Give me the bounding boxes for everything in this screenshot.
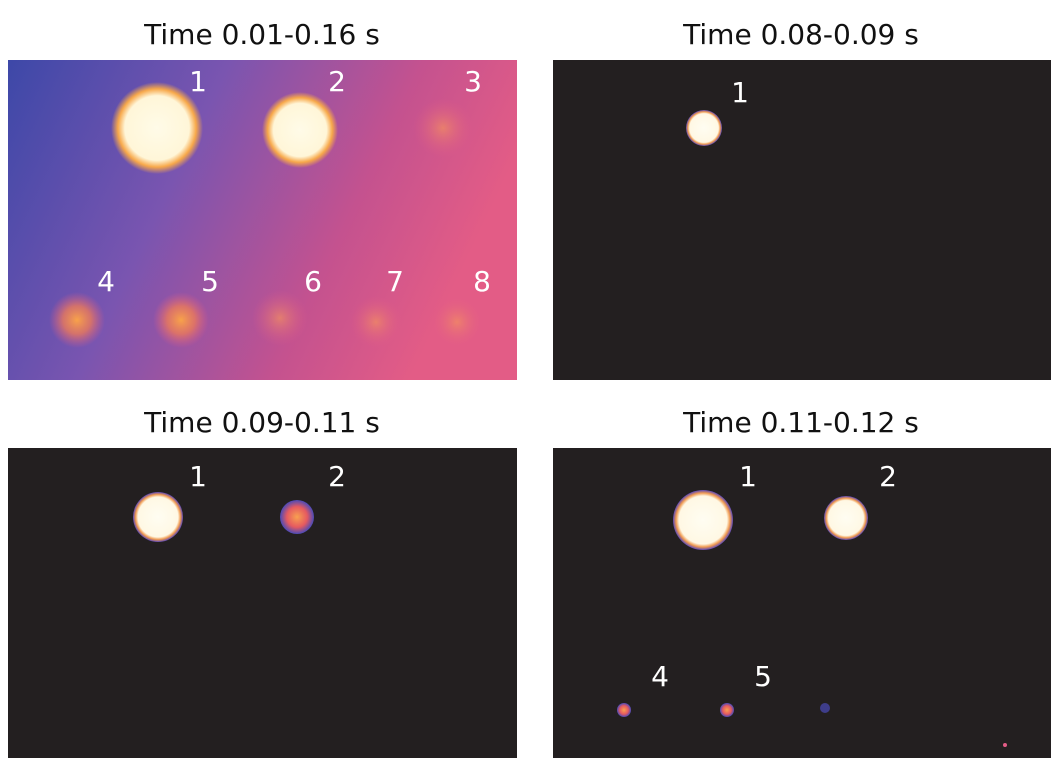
spot-label: 1	[189, 65, 207, 98]
panel: 1 2 3 4 5 6 7 8	[8, 60, 517, 380]
panel: 1 2 4 5	[553, 448, 1051, 758]
spot-label: 2	[328, 460, 346, 493]
spot-label: 7	[386, 265, 404, 298]
figure: Time 0.01-0.16 s Time 0.08-0.09 s Time 0…	[0, 0, 1051, 758]
spot-label: 1	[189, 460, 207, 493]
spot	[49, 292, 105, 348]
panel-title: Time 0.01-0.16 s	[143, 18, 380, 51]
spot-label: 2	[328, 65, 346, 98]
panel-title: Time 0.09-0.11 s	[143, 406, 380, 439]
spot	[153, 292, 209, 348]
spot-label: 4	[651, 660, 669, 693]
panel: 1 2	[8, 448, 517, 758]
panel: 1	[553, 60, 1051, 380]
spot-label: 6	[304, 265, 322, 298]
panel-title: Time 0.08-0.09 s	[682, 18, 919, 51]
spot	[262, 92, 338, 168]
spot	[1003, 743, 1007, 747]
spot	[720, 703, 734, 717]
spot	[413, 98, 473, 158]
spot	[673, 490, 733, 550]
panel-image	[553, 60, 1051, 380]
spot	[133, 492, 183, 542]
panel-title: Time 0.11-0.12 s	[682, 406, 919, 439]
spot-label: 4	[97, 265, 115, 298]
spot-label: 5	[754, 660, 772, 693]
spot-label: 2	[879, 460, 897, 493]
spot-label: 8	[473, 265, 491, 298]
spot	[617, 703, 631, 717]
spot-label: 5	[201, 265, 219, 298]
spot	[252, 290, 308, 346]
spot	[824, 496, 868, 540]
spot-label: 1	[731, 76, 749, 109]
panel-image	[8, 448, 517, 758]
spot-label: 3	[464, 65, 482, 98]
spot	[280, 500, 314, 534]
spot-label: 1	[739, 460, 757, 493]
spot	[350, 296, 402, 348]
spot	[686, 110, 722, 146]
spot	[431, 296, 483, 348]
spot	[820, 703, 830, 713]
